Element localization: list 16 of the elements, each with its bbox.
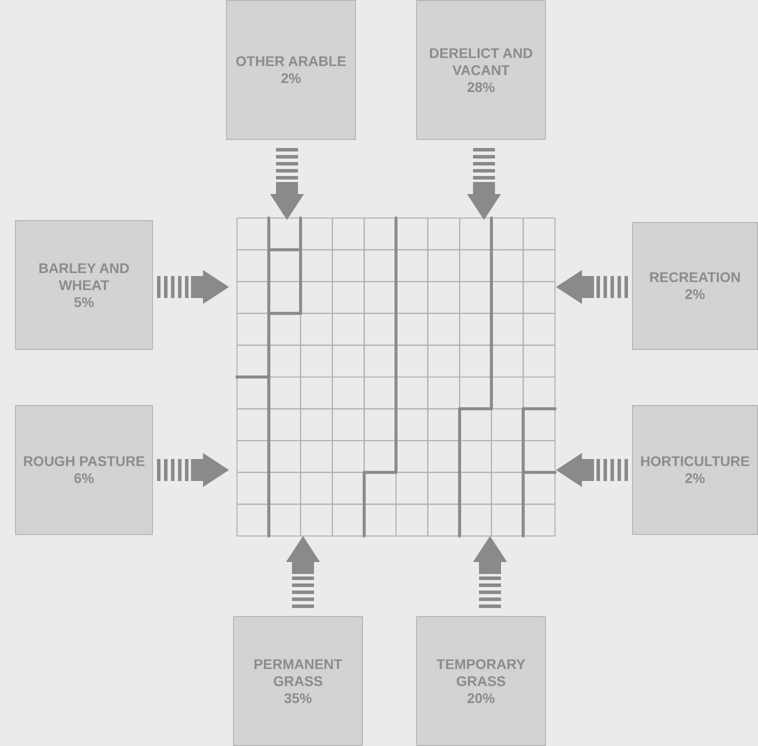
data-label: 35% (284, 690, 312, 706)
category-label: ROUGH PASTURE (23, 453, 145, 470)
category-label: HORTICULTURE (640, 453, 750, 470)
category-label: RECREATION (649, 269, 741, 286)
data-label: 28% (466, 78, 496, 96)
category-label: TEMPORARY GRASS (436, 656, 526, 690)
data-label: 6% (74, 470, 94, 487)
data-label: 2% (280, 70, 302, 87)
category-label: OTHER ARABLE (236, 53, 346, 70)
category-label: PERMANENT GRASS (252, 656, 344, 690)
data-label: 5% (74, 294, 94, 310)
category-label: DERELICT AND VACANT (428, 44, 534, 78)
data-label: 20% (466, 690, 496, 706)
data-label: 2% (684, 470, 706, 487)
data-label: 2% (684, 286, 706, 303)
category-label: BARLEY AND WHEAT (37, 260, 130, 294)
